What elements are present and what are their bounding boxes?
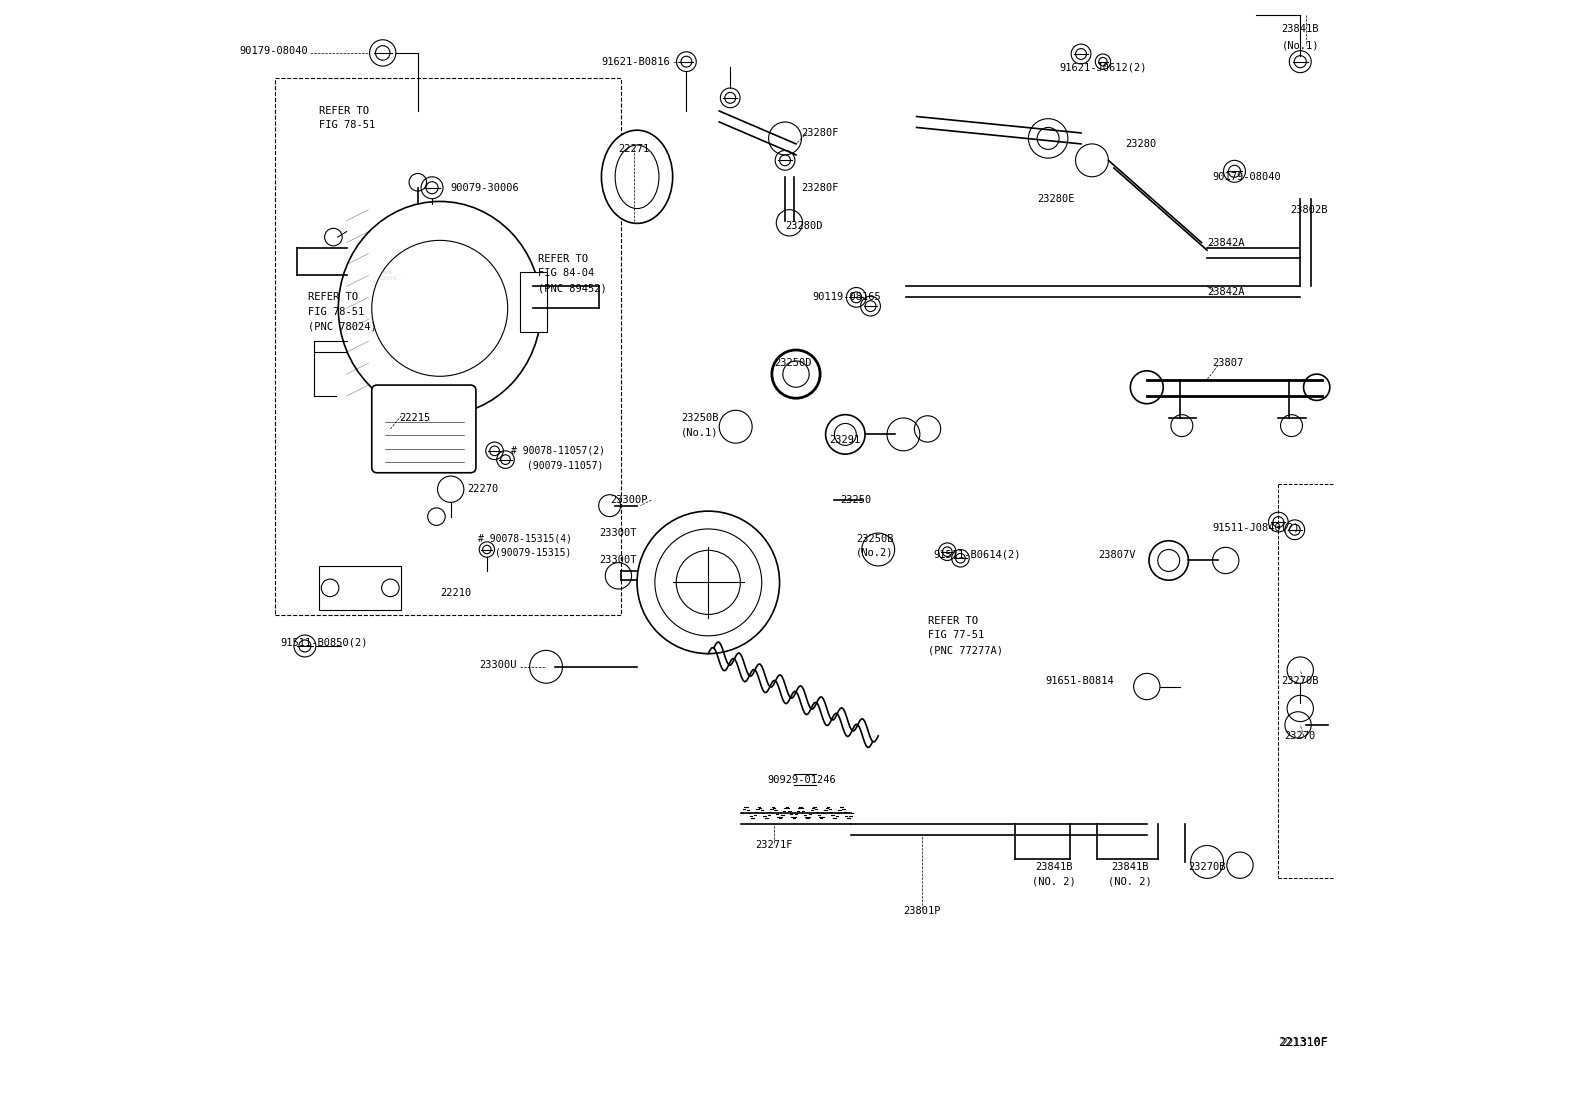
Text: (No.2): (No.2) bbox=[856, 547, 893, 558]
Text: 23271F: 23271F bbox=[755, 841, 793, 851]
Text: (NO. 2): (NO. 2) bbox=[1108, 877, 1153, 887]
Bar bbox=[318, 566, 401, 610]
Text: (90079-15315): (90079-15315) bbox=[495, 547, 572, 558]
Text: 22270: 22270 bbox=[466, 485, 498, 495]
Text: 23807: 23807 bbox=[1213, 358, 1243, 368]
Text: 23841B: 23841B bbox=[1282, 24, 1320, 34]
Text: (No.1): (No.1) bbox=[1282, 41, 1320, 51]
Text: 91511-J0840(2): 91511-J0840(2) bbox=[1213, 523, 1301, 533]
Text: FIG 77-51: FIG 77-51 bbox=[928, 630, 984, 640]
Text: # 90078-11057(2): # 90078-11057(2) bbox=[511, 446, 605, 456]
Circle shape bbox=[637, 511, 780, 654]
Text: 23280D: 23280D bbox=[785, 221, 823, 231]
Text: REFER TO: REFER TO bbox=[538, 254, 589, 264]
Ellipse shape bbox=[615, 145, 659, 209]
Text: (PNC 89452): (PNC 89452) bbox=[538, 284, 607, 293]
Text: FIG 84-04: FIG 84-04 bbox=[538, 268, 595, 278]
Ellipse shape bbox=[602, 130, 673, 223]
Text: 22271: 22271 bbox=[618, 144, 650, 154]
Text: FIG 78-51: FIG 78-51 bbox=[309, 307, 365, 317]
Text: (No.1): (No.1) bbox=[681, 428, 718, 437]
Bar bbox=[519, 273, 548, 333]
Text: 23280E: 23280E bbox=[1036, 193, 1075, 203]
Text: 23270B: 23270B bbox=[1188, 863, 1226, 873]
Text: 23841B: 23841B bbox=[1035, 863, 1073, 873]
Text: 23270: 23270 bbox=[1285, 731, 1317, 741]
FancyBboxPatch shape bbox=[373, 385, 476, 473]
Text: REFER TO: REFER TO bbox=[318, 106, 369, 116]
Text: 23807V: 23807V bbox=[1098, 550, 1135, 560]
Text: 23250: 23250 bbox=[841, 496, 871, 506]
Text: 23250D: 23250D bbox=[774, 358, 812, 368]
Text: 23280: 23280 bbox=[1126, 138, 1156, 148]
Text: www.
22029...: www. 22029... bbox=[379, 270, 403, 281]
Text: 23842A: 23842A bbox=[1207, 237, 1245, 247]
Text: 23300T: 23300T bbox=[600, 555, 637, 566]
Text: 91651-B0814: 91651-B0814 bbox=[1046, 676, 1114, 686]
Text: 23250B: 23250B bbox=[681, 413, 718, 423]
Text: # 90078-15315(4): # 90078-15315(4) bbox=[478, 533, 572, 544]
Text: 91511-B0614(2): 91511-B0614(2) bbox=[933, 550, 1020, 560]
Text: 23250B: 23250B bbox=[856, 533, 893, 544]
Text: 23841B: 23841B bbox=[1111, 863, 1149, 873]
Text: 23280F: 23280F bbox=[801, 182, 839, 192]
Text: 90179-08040: 90179-08040 bbox=[1213, 171, 1282, 181]
Text: REFER TO: REFER TO bbox=[928, 615, 977, 625]
Text: (PNC 78024): (PNC 78024) bbox=[309, 322, 377, 332]
Text: 90929-01246: 90929-01246 bbox=[767, 775, 836, 785]
Text: (90079-11057): (90079-11057) bbox=[527, 460, 603, 470]
Text: 91511-B0850(2): 91511-B0850(2) bbox=[280, 637, 368, 647]
Text: 23300U: 23300U bbox=[479, 659, 516, 669]
Text: REFER TO: REFER TO bbox=[309, 292, 358, 302]
Ellipse shape bbox=[339, 201, 541, 415]
Text: 23300P: 23300P bbox=[610, 496, 648, 506]
Text: 91621-J0612(2): 91621-J0612(2) bbox=[1059, 63, 1146, 73]
Text: 90119-08165: 90119-08165 bbox=[812, 292, 882, 302]
Text: 91621-B0816: 91621-B0816 bbox=[602, 57, 670, 67]
Text: 23291: 23291 bbox=[829, 435, 860, 445]
Text: 23270B: 23270B bbox=[1282, 676, 1320, 686]
Bar bbox=[275, 78, 621, 615]
Text: 23842A: 23842A bbox=[1207, 287, 1245, 297]
Text: 23280F: 23280F bbox=[801, 127, 839, 138]
Text: 22210: 22210 bbox=[441, 588, 471, 598]
Text: 221310F: 221310F bbox=[1280, 1037, 1328, 1047]
Text: FIG 78-51: FIG 78-51 bbox=[318, 120, 376, 131]
Text: 23802B: 23802B bbox=[1290, 204, 1328, 214]
Text: (PNC 77277A): (PNC 77277A) bbox=[928, 645, 1003, 655]
Text: 22215: 22215 bbox=[400, 413, 430, 423]
Text: 23300T: 23300T bbox=[600, 528, 637, 539]
Text: 90079-30006: 90079-30006 bbox=[451, 182, 519, 192]
Text: (NO. 2): (NO. 2) bbox=[1032, 877, 1076, 887]
Text: 90179-08040: 90179-08040 bbox=[239, 46, 309, 56]
Text: 221310F: 221310F bbox=[1278, 1036, 1328, 1050]
Text: 23801P: 23801P bbox=[903, 907, 941, 917]
